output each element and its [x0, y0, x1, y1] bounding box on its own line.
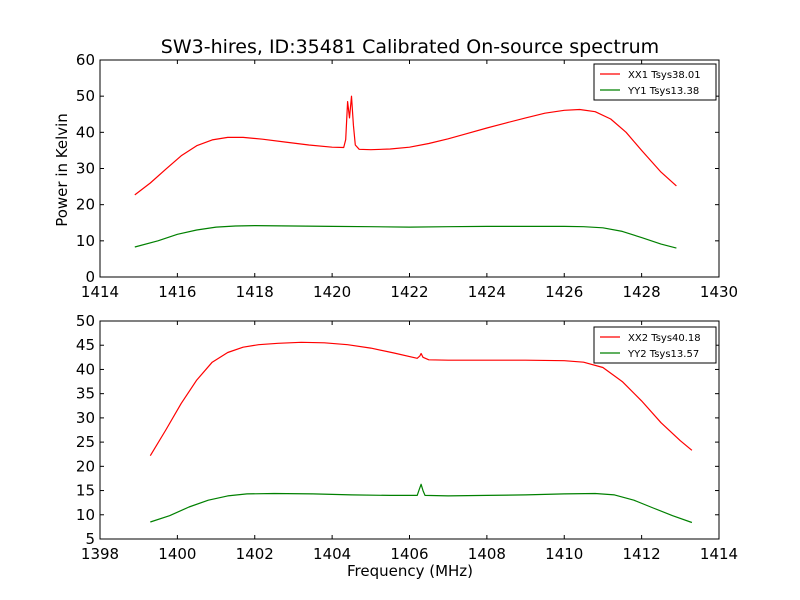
y-tick-label: 25 [76, 433, 95, 451]
y-tick-label: 15 [76, 482, 95, 500]
series-line-1-1 [150, 483, 693, 524]
chart-title: SW3-hires, ID:35481 Calibrated On-source… [161, 36, 659, 58]
y-tick-label: 50 [76, 87, 95, 105]
x-tick-label: 1412 [623, 545, 661, 563]
x-tick-label: 1418 [236, 283, 274, 301]
x-tick-label: 1406 [390, 545, 428, 563]
legend: XX1 Tsys38.01 YY1 Tsys13.38 [593, 63, 717, 101]
x-tick-label: 1400 [158, 545, 196, 563]
x-tick-label: 1422 [390, 283, 428, 301]
y-tick-label: 20 [76, 196, 95, 214]
legend-label: XX2 Tsys40.18 [628, 333, 701, 344]
y-tick-label: 0 [85, 268, 95, 286]
legend-label: YY1 Tsys13.38 [627, 86, 699, 97]
x-tick-label: 1424 [468, 283, 506, 301]
bottom-panel: 1398 1400 1402 1404 1406 1408 1410 1412 1414 5 10 1… [76, 312, 738, 563]
series-line-1-0 [149, 341, 693, 457]
y-tick-label: 40 [76, 123, 95, 141]
legend-label: YY2 Tsys13.57 [627, 349, 699, 360]
x-tick-label: 1426 [545, 283, 583, 301]
x-tick-label: 1408 [468, 545, 506, 563]
x-axis-label: Frequency (MHz) [347, 562, 473, 580]
x-tick-label: 1404 [313, 545, 351, 563]
legend: XX2 Tsys40.18 YY2 Tsys13.57 [593, 326, 717, 364]
x-tick-label: 1416 [158, 283, 196, 301]
y-tick-label: 30 [76, 160, 95, 178]
legend-box [593, 63, 717, 101]
y-tick-label: 45 [76, 336, 95, 354]
legend-box [593, 326, 717, 364]
y-tick-label: 40 [76, 360, 95, 378]
x-tick-label: 1420 [313, 283, 351, 301]
x-tick-label: 1402 [236, 545, 274, 563]
x-tick-label: 1414 [81, 283, 119, 301]
y-tick-label: 50 [76, 312, 95, 330]
series-line-0-0 [134, 95, 677, 196]
x-tick-label: 1410 [545, 545, 583, 563]
x-tick-label: 1428 [623, 283, 661, 301]
y-axis-label: Power in Kelvin [53, 113, 71, 227]
y-tick-label: 60 [76, 51, 95, 69]
x-tick-label: 1430 [700, 283, 738, 301]
y-tick-label: 20 [76, 457, 95, 475]
y-tick-label: 10 [76, 506, 95, 524]
top-panel: 1414 1416 1418 1420 1422 1424 1426 1428 1430 0 10 2… [76, 51, 738, 301]
y-tick-label: 30 [76, 409, 95, 427]
y-tick-label: 5 [85, 530, 95, 548]
x-tick-label: 1414 [700, 545, 738, 563]
legend-label: XX1 Tsys38.01 [628, 70, 701, 81]
y-tick-label: 10 [76, 232, 95, 250]
series-line-0-1 [134, 225, 677, 249]
y-tick-label: 35 [76, 385, 95, 403]
x-tick-label: 1398 [81, 545, 119, 563]
